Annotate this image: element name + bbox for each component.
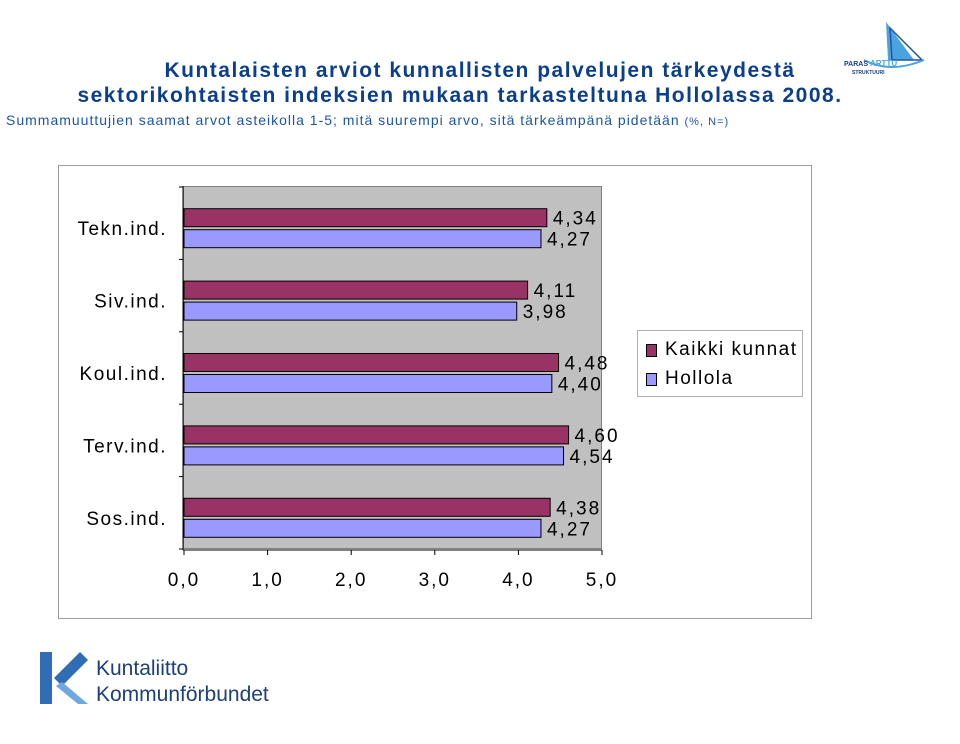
chart-axes <box>179 186 603 555</box>
kuntaliitto-logo: Kuntaliitto Kommunförbundet <box>40 652 269 706</box>
legend-label-hollola: Hollola <box>665 368 734 389</box>
category-label: Tekn.ind. <box>77 219 167 240</box>
bar <box>183 229 542 249</box>
subtitle: Summamuuttujien saamat arvot asteikolla … <box>6 112 906 128</box>
subtitle-note: (%, N=) <box>684 116 730 128</box>
legend-label-kaikki-kunnat: Kaikki kunnat <box>665 339 798 360</box>
bar <box>183 374 553 393</box>
kommunforbundet-text: Kommunförbundet <box>96 683 269 706</box>
data-label: 4,27 <box>547 230 592 251</box>
x-tick-label: 5,0 <box>586 570 618 591</box>
bar <box>183 353 560 372</box>
kuntaliitto-text: Kuntaliitto <box>96 657 188 680</box>
bar <box>183 518 542 538</box>
logo-paras-text: PARAS <box>844 61 868 68</box>
data-label: 4,38 <box>556 498 601 519</box>
legend-swatch-hollola <box>646 372 657 386</box>
legend-item-kaikki-kunnat: Kaikki kunnat <box>646 339 798 361</box>
logo-arttu-text: ARTTU <box>870 59 897 68</box>
data-label: 4,60 <box>575 426 620 447</box>
logo-struktuuri-text: STRUKTUURI <box>852 70 885 76</box>
data-label: 4,48 <box>565 354 610 375</box>
title-line-1: Kuntalaisten arviot kunnallisten palvelu… <box>164 59 796 82</box>
bar <box>183 208 548 228</box>
data-label: 3,98 <box>523 302 568 323</box>
kuntaliitto-k-icon <box>40 652 52 704</box>
bar <box>183 301 518 321</box>
title-line-2: sektorikohtaisten indeksien mukaan tarka… <box>77 84 843 107</box>
legend-swatch-kaikki-kunnat <box>646 343 657 357</box>
x-tick-label: 3,0 <box>419 570 451 591</box>
x-tick-label: 2,0 <box>335 570 367 591</box>
x-tick-label: 4,0 <box>502 570 534 591</box>
data-label: 4,54 <box>570 447 615 468</box>
category-label: Sos.ind. <box>86 509 167 530</box>
subtitle-main: Summamuuttujien saamat arvot asteikolla … <box>6 112 680 128</box>
bar <box>183 280 529 300</box>
bar <box>183 446 565 466</box>
data-label: 4,34 <box>553 209 598 230</box>
chart-bars <box>183 208 570 538</box>
bar <box>183 425 570 445</box>
category-label: Koul.ind. <box>80 364 167 385</box>
category-label: Terv.ind. <box>83 436 167 457</box>
legend-item-hollola: Hollola <box>646 368 734 390</box>
paras-arttu-logo: PARAS ARTTU STRUKTUURI <box>844 22 925 76</box>
chart-title: Kuntalaisten arviot kunnallisten palvelu… <box>0 58 960 108</box>
x-tick-label: 0,0 <box>168 570 200 591</box>
data-label: 4,40 <box>558 375 603 396</box>
data-label: 4,11 <box>534 281 578 302</box>
x-tick-label: 1,0 <box>251 570 283 591</box>
data-label: 4,27 <box>547 519 592 540</box>
legend: Kaikki kunnat Hollola <box>637 330 803 397</box>
category-label: Siv.ind. <box>94 292 167 313</box>
bar <box>183 497 551 517</box>
